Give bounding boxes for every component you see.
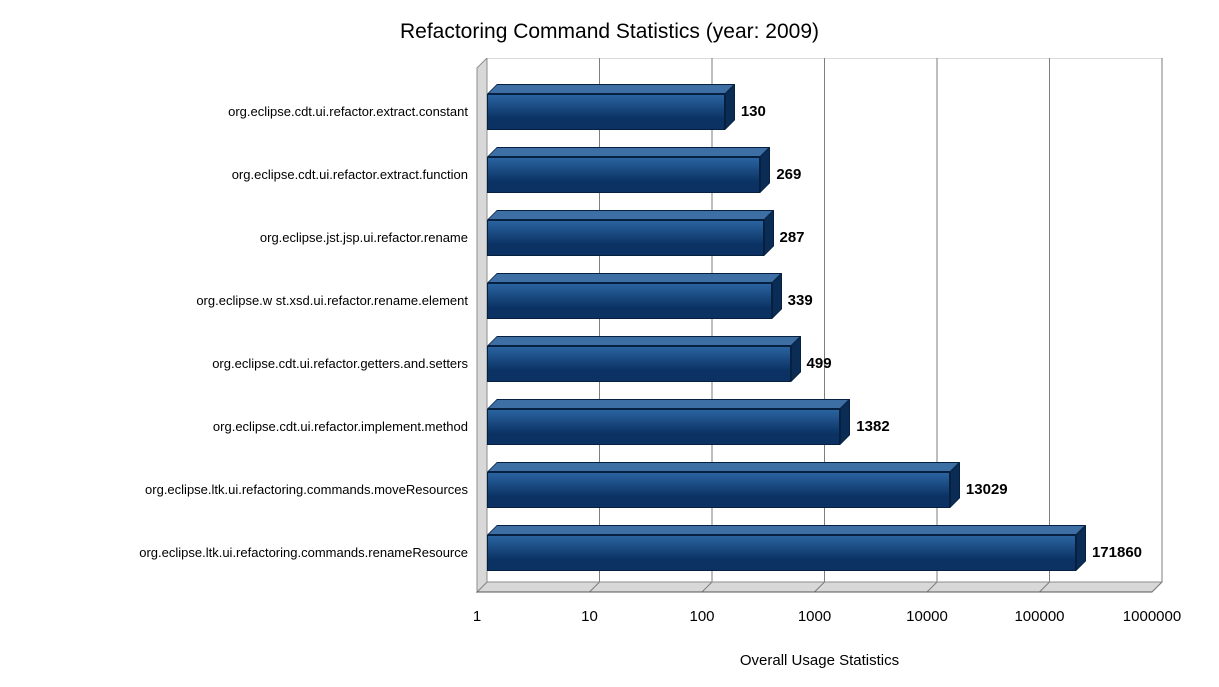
bar-value-label: 1382 bbox=[856, 418, 890, 435]
category-label: org.eclipse.cdt.ui.refactor.getters.and.… bbox=[212, 356, 468, 371]
bar-top-face bbox=[487, 84, 735, 94]
bar-top-face bbox=[487, 336, 801, 346]
bar-value-label: 130 bbox=[740, 103, 766, 120]
bar-front-face bbox=[487, 409, 841, 445]
bar-front-face bbox=[487, 535, 1076, 571]
chart-title: Refactoring Command Statistics (year: 20… bbox=[399, 20, 819, 43]
bar-top-face bbox=[487, 525, 1086, 535]
bar-front-face bbox=[487, 472, 950, 508]
category-label: org.eclipse.cdt.ui.refactor.extract.func… bbox=[231, 167, 468, 182]
x-tick-label: 1 bbox=[472, 608, 482, 625]
bar-value-label: 339 bbox=[787, 292, 813, 309]
x-axis-label: Overall Usage Statistics bbox=[739, 652, 900, 669]
bar-top-face bbox=[487, 273, 782, 283]
category-label: org.eclipse.ltk.ui.refactoring.commands.… bbox=[139, 545, 468, 560]
x-tick-label: 1000000 bbox=[1122, 608, 1182, 625]
x-tick-label: 1000 bbox=[797, 608, 832, 625]
category-label: org.eclipse.cdt.ui.refactor.implement.me… bbox=[212, 419, 468, 434]
bar-top-face bbox=[487, 399, 851, 409]
category-label: org.eclipse.w st.xsd.ui.refactor.rename.… bbox=[196, 293, 468, 308]
bar-value-label: 13029 bbox=[965, 481, 1008, 498]
bar-front-face bbox=[487, 283, 772, 319]
category-label: org.eclipse.cdt.ui.refactor.extract.cons… bbox=[228, 104, 468, 119]
bar-value-label: 287 bbox=[779, 229, 805, 246]
y-axis-labels: org.eclipse.cdt.ui.refactor.extract.cons… bbox=[0, 58, 468, 603]
plot-area: 130 269 287 339 499 1382 13029 171860 bbox=[475, 58, 1170, 603]
x-tick-label: 10 bbox=[581, 608, 598, 625]
x-tick-label: 100 bbox=[689, 608, 715, 625]
plot-background bbox=[475, 58, 1164, 594]
bar-top-face bbox=[487, 147, 771, 157]
bar-value-label: 171860 bbox=[1091, 544, 1143, 561]
x-tick-label: 100000 bbox=[1014, 608, 1065, 625]
bar-front-face bbox=[487, 220, 764, 256]
x-axis-ticks: 1 10 100 1000 10000 100000 1000000 bbox=[473, 608, 1181, 628]
category-label: org.eclipse.jst.jsp.ui.refactor.rename bbox=[259, 230, 468, 245]
bar-front-face bbox=[487, 157, 761, 193]
bar-front-face bbox=[487, 94, 725, 130]
bar-front-face bbox=[487, 346, 791, 382]
x-tick-label: 10000 bbox=[906, 608, 948, 625]
bar-value-label: 499 bbox=[806, 355, 832, 372]
bar-top-face bbox=[487, 462, 960, 472]
bar-top-face bbox=[487, 210, 774, 220]
bar-value-label: 269 bbox=[776, 166, 802, 183]
category-label: org.eclipse.ltk.ui.refactoring.commands.… bbox=[145, 482, 468, 497]
